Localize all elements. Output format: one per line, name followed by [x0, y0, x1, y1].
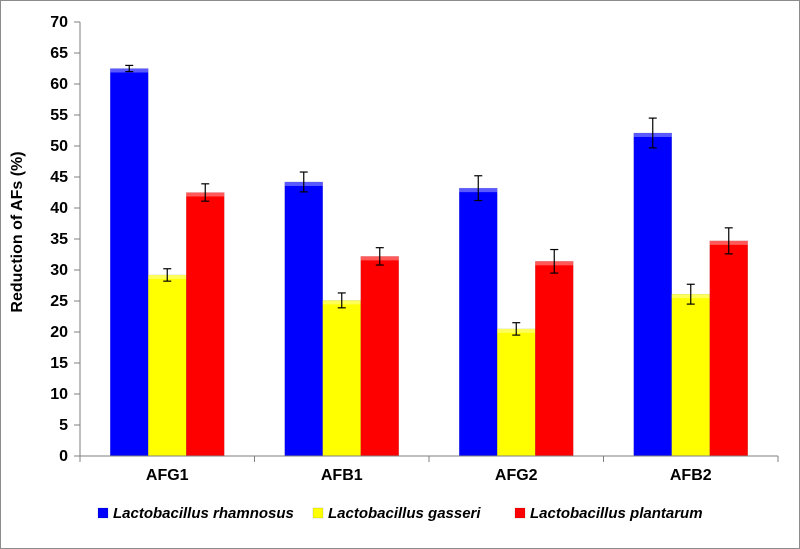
legend-swatch [97, 507, 109, 519]
y-axis-label-group: Reduction of AFs (%) [9, 151, 26, 312]
y-tick-label: 70 [50, 14, 68, 31]
y-tick-label: 45 [50, 169, 68, 186]
y-tick-label: 5 [59, 417, 68, 434]
y-tick-label: 40 [50, 200, 68, 217]
x-tick-label: AFG2 [495, 467, 538, 484]
bar-afb1-series-2 [322, 300, 361, 457]
legend-swatch [312, 507, 324, 519]
bar-afb2-series-1 [633, 132, 672, 457]
bar-afb2-series-2 [671, 293, 710, 457]
x-tick-label: AFB2 [670, 467, 712, 484]
bar-afb1-series-1 [284, 181, 323, 457]
y-axis-ticks: 0 5 10 15 20 25 30 35 40 45 50 55 60 65 70 [50, 14, 80, 465]
x-tick-label: AFG1 [146, 467, 189, 484]
y-tick-label: 65 [50, 45, 68, 62]
legend-label: Lactobacillus gasseri [328, 505, 481, 522]
y-tick-label: 25 [50, 293, 68, 310]
x-axis-ticks: AFG1 AFB1 AFG2 AFB2 [79, 456, 779, 484]
y-axis-label: Reduction of AFs (%) [9, 151, 26, 312]
bar-afg2-series-2 [497, 328, 536, 457]
legend: Lactobacillus rhamnosus Lactobacillus gas… [97, 505, 703, 522]
x-tick-label: AFB1 [321, 467, 363, 484]
bar-afg1-series-1 [110, 68, 149, 457]
y-tick-label: 60 [50, 76, 68, 93]
y-tick-label: 10 [50, 386, 68, 403]
bar-afg1-series-2 [148, 274, 187, 457]
legend-label: Lactobacillus rhamnosus [113, 505, 294, 522]
legend-label: Lactobacillus plantarum [530, 505, 703, 522]
bar-afb2-series-3 [709, 240, 748, 457]
y-tick-label: 30 [50, 262, 68, 279]
bar-afb1-series-3 [360, 256, 399, 457]
bars-layer [110, 64, 748, 457]
bar-afg2-series-3 [535, 261, 574, 457]
y-tick-label: 35 [50, 231, 68, 248]
y-tick-label: 0 [59, 448, 68, 465]
y-tick-label: 50 [50, 138, 68, 155]
y-tick-label: 20 [50, 324, 68, 341]
y-tick-label: 55 [50, 107, 68, 124]
y-tick-label: 15 [50, 355, 68, 372]
legend-swatch [514, 507, 526, 519]
bar-afg2-series-1 [459, 187, 498, 457]
bar-afg1-series-3 [186, 192, 225, 457]
